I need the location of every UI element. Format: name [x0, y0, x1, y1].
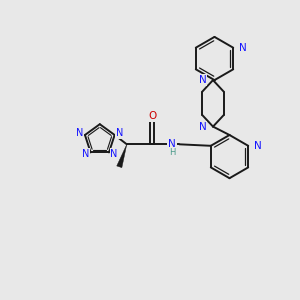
Text: H: H [169, 148, 176, 157]
Polygon shape [117, 144, 127, 168]
Text: N: N [238, 43, 246, 53]
Text: N: N [82, 149, 89, 159]
Text: N: N [116, 128, 124, 139]
Text: N: N [76, 128, 83, 139]
Text: N: N [199, 122, 206, 132]
Text: O: O [148, 111, 156, 122]
Text: N: N [199, 75, 206, 85]
Text: N: N [110, 149, 118, 159]
Text: N: N [168, 139, 176, 149]
Text: N: N [254, 141, 261, 151]
